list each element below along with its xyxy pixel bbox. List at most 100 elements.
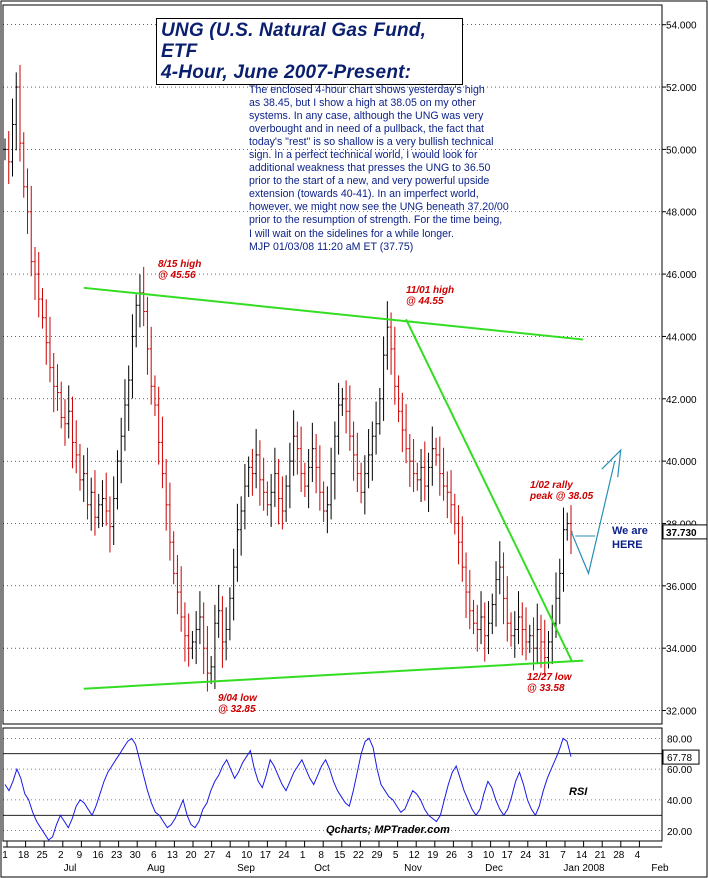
price-tick-label: 32.000 [666,707,697,718]
price-tick-label: 46.000 [666,270,697,281]
commentary-line: The enclosed 4-hour chart shows yesterda… [249,84,485,96]
last-price-box [662,524,708,540]
commentary-line: sign. In a perfect technical world, I wo… [249,149,478,162]
annotation-904-low: 9/04 low @ 32.85 [218,693,257,715]
x-month-label: Nov [404,863,422,874]
price-tick-label: 44.000 [666,332,697,343]
annotation-line: @ 32.85 [218,704,256,715]
x-tick-label: 30 [130,850,142,861]
projection-path [570,461,616,576]
annotation-815-high: 8/15 high @ 45.56 [158,259,201,281]
annotation-line: 8/15 high [158,259,202,270]
commentary-line: today's "rest" is so shallow is a very b… [249,136,494,149]
x-month-label: Jan 2008 [563,863,605,874]
trendline [405,318,573,662]
annotation-102-rally: 1/02 rally peak @ 38.05 [530,480,593,502]
we-are-here-note: We are HERE [612,524,648,552]
x-tick-label: 15 [334,850,346,861]
x-month-label: Sep [237,863,255,874]
annotation-line: 11/01 high [406,285,455,296]
x-tick-label: 26 [446,850,458,861]
price-tick-label: 52.000 [666,83,697,94]
x-tick-label: 7 [560,850,566,861]
x-tick-label: 10 [241,850,253,861]
price-axis: 54.000 52.000 50.000 48.000 46.000 44.000 42.0… [662,21,697,718]
price-tick-label: 54.000 [666,21,697,32]
rsi-tick-label: 80.00 [667,734,692,745]
commentary-signature: MJP 01/03/08 11:20 aM ET (37.75) [249,240,414,253]
annotation-line: 1/02 rally [530,480,573,491]
rsi-panel [2,727,663,842]
x-tick-label: 17 [502,850,514,861]
x-tick-label: 10 [483,850,495,861]
x-tick-label: 24 [520,850,532,861]
annotation-line: 12/27 low [527,672,572,683]
annotation-line: @ 44.55 [406,296,444,307]
x-tick-label: 5 [393,850,399,861]
chart-credit: Qcharts; MPTrader.com [326,824,450,836]
here-line: We are [612,525,648,537]
trendline [83,286,584,341]
price-tick-label: 34.000 [666,644,697,655]
x-tick-label: 29 [371,850,383,861]
annotation-line: @ 33.58 [527,683,565,694]
rsi-tick-label: 67.78 [667,753,692,764]
x-tick-label: 1 [2,850,8,861]
x-tick-label: 24 [278,850,290,861]
x-tick-label: 21 [595,850,607,861]
x-month-label: Dec [485,863,503,874]
x-tick-label: 28 [613,850,625,861]
commentary: The enclosed 4-hour chart shows yesterda… [249,84,589,254]
commentary-line: I will wait on the sidelines for a while… [249,227,454,240]
x-tick-label: 13 [167,850,179,861]
rsi-last-box [662,749,700,765]
x-tick-label: 8 [318,850,324,861]
x-tick-label: 2 [58,850,64,861]
x-month-label: Aug [147,863,165,874]
commentary-line: extension (towards 40-41). In an imperfe… [249,188,479,201]
rsi-grid [3,738,662,831]
x-tick-label: 20 [185,850,197,861]
x-month-label: Feb [651,863,669,874]
commentary-line: prior to the start of a new, and very po… [249,175,490,188]
x-month-label: Jul [64,863,77,874]
x-axis: 1 18 25 2 9 16 23 30 6 13 20 27 4 10 17 24 1 8 15 22 29 5 12 19… [2,841,669,874]
price-tick-label: 36.000 [666,582,697,593]
price-bars [3,64,573,692]
trendline [83,659,584,690]
x-tick-label: 17 [260,850,272,861]
here-line: HERE [612,539,643,551]
price-tick-label: 50.000 [666,145,697,156]
annotation-line: @ 45.56 [158,270,196,281]
price-tick-label: 42.000 [666,395,697,406]
x-tick-label: 27 [204,850,216,861]
x-tick-label: 19 [427,850,439,861]
x-tick-label: 31 [539,850,551,861]
x-tick-label: 18 [18,850,30,861]
x-tick-label: 25 [37,850,49,861]
last-price-marker: 37.730 [662,524,708,540]
trendlines [83,286,584,690]
chart-title: UNG (U.S. Natural Gas Fund, ETF [161,20,427,62]
price-tick-label: 40.000 [666,457,697,468]
commentary-line: as 38.45, but I show a high at 38.05 on … [249,97,476,110]
rsi-label: RSI [569,786,588,798]
projection-arrow [570,448,622,576]
last-price-label: 37.730 [666,528,697,539]
x-tick-label: 22 [353,850,365,861]
projection-arrowhead [601,448,622,478]
commentary-line: however, we might now see the UNG beneat… [249,201,509,214]
price-panel [2,4,663,725]
annotation-line: peak @ 38.05 [530,491,594,502]
rsi-tick-label: 40.00 [667,796,692,807]
annotation-1227-low: 12/27 low @ 33.58 [527,672,571,694]
annotation-line: 9/04 low [218,693,257,704]
x-tick-label: 6 [151,850,157,861]
x-tick-label: 23 [111,850,123,861]
rsi-tick-label: 20.00 [667,827,692,838]
x-tick-label: 16 [92,850,104,861]
commentary-line: prior to the resumption of strength. For… [249,214,503,227]
x-tick-label: 9 [77,850,83,861]
